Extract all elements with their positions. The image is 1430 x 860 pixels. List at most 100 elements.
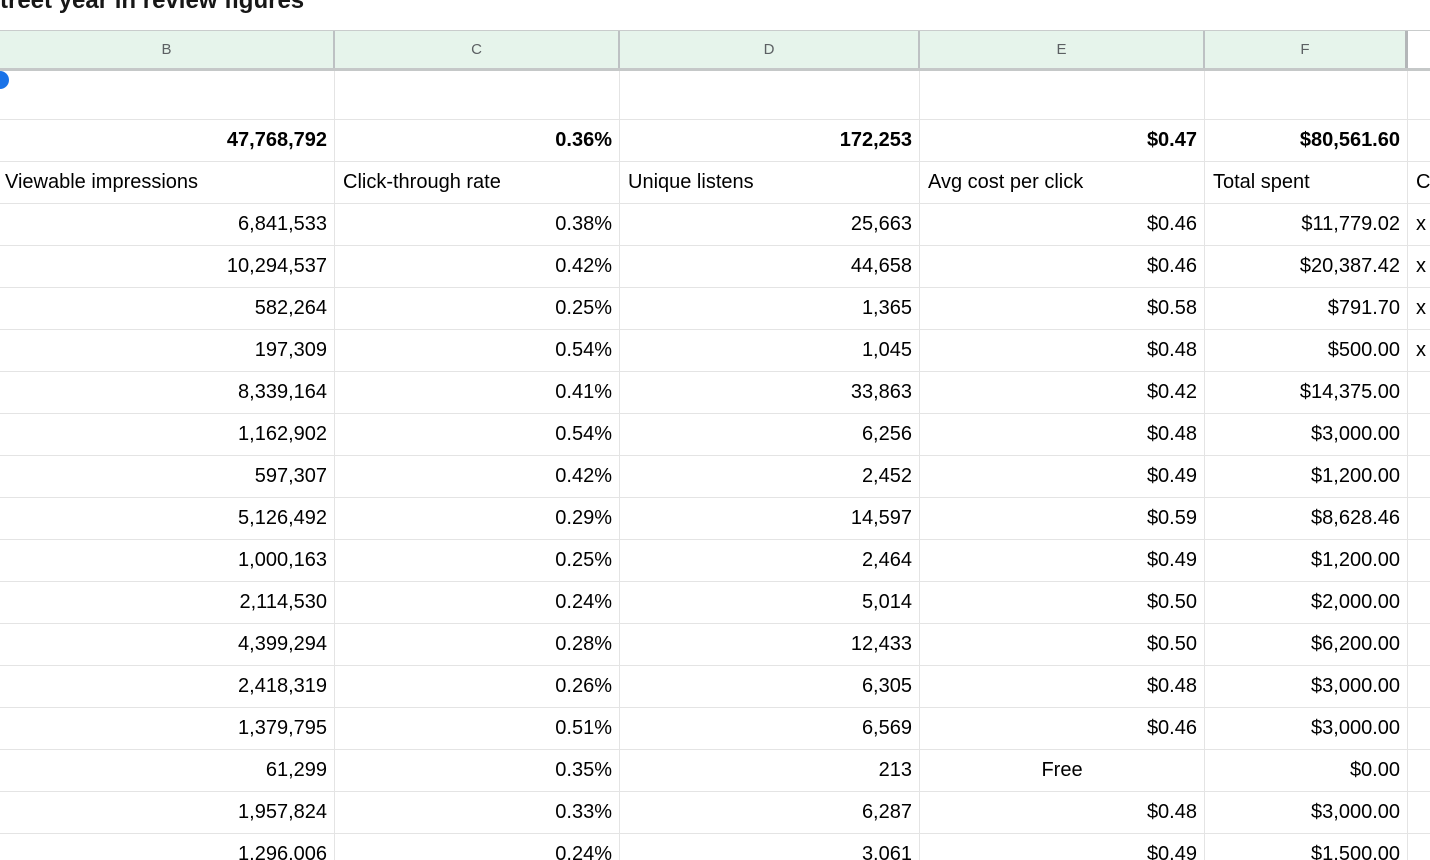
cell[interactable]: x <box>1408 246 1430 288</box>
cell[interactable]: $0.00 <box>1205 750 1408 792</box>
cell[interactable]: $1,500.00 <box>1205 834 1408 860</box>
title-cell-row[interactable]: treet year in review figures <box>0 0 1430 30</box>
cell[interactable]: $6,200.00 <box>1205 624 1408 666</box>
cell-total-cpc[interactable]: $0.47 <box>920 120 1205 162</box>
cell[interactable]: 14,597 <box>620 498 920 540</box>
cell[interactable]: 0.24% <box>335 834 620 860</box>
column-header-E[interactable]: E <box>920 31 1205 68</box>
cell-label-viewable-impressions[interactable]: Viewable impressions <box>0 162 335 204</box>
cell[interactable]: 0.24% <box>335 582 620 624</box>
cell[interactable]: 1,379,795 <box>0 708 335 750</box>
cell[interactable] <box>1408 498 1430 540</box>
cell[interactable]: 0.25% <box>335 288 620 330</box>
cell[interactable] <box>1408 708 1430 750</box>
cell[interactable] <box>1408 582 1430 624</box>
cell[interactable] <box>1408 414 1430 456</box>
cell[interactable]: $0.46 <box>920 708 1205 750</box>
cell[interactable] <box>1408 750 1430 792</box>
cell[interactable]: $0.46 <box>920 204 1205 246</box>
cell[interactable] <box>1408 666 1430 708</box>
cell[interactable]: $3,000.00 <box>1205 414 1408 456</box>
cell[interactable] <box>1408 540 1430 582</box>
cell[interactable]: 6,256 <box>620 414 920 456</box>
cell[interactable]: 197,309 <box>0 330 335 372</box>
cell[interactable]: $2,000.00 <box>1205 582 1408 624</box>
cell[interactable]: 1,296,006 <box>0 834 335 860</box>
cell[interactable]: $0.46 <box>920 246 1205 288</box>
cell-label-unique-listens[interactable]: Unique listens <box>620 162 920 204</box>
cell[interactable]: 2,418,319 <box>0 666 335 708</box>
cell[interactable]: 4,399,294 <box>0 624 335 666</box>
cell[interactable]: $20,387.42 <box>1205 246 1408 288</box>
cell[interactable]: x <box>1408 330 1430 372</box>
cell[interactable]: $0.49 <box>920 540 1205 582</box>
cell[interactable]: 0.38% <box>335 204 620 246</box>
cell[interactable] <box>0 71 335 120</box>
cell[interactable]: 1,365 <box>620 288 920 330</box>
cell[interactable]: 6,287 <box>620 792 920 834</box>
cell[interactable]: 0.29% <box>335 498 620 540</box>
cell[interactable]: $0.50 <box>920 582 1205 624</box>
cell[interactable]: 1,000,163 <box>0 540 335 582</box>
cell[interactable]: $0.58 <box>920 288 1205 330</box>
cell[interactable]: 61,299 <box>0 750 335 792</box>
cell[interactable]: 6,569 <box>620 708 920 750</box>
cell[interactable]: 1,045 <box>620 330 920 372</box>
cell[interactable] <box>620 71 920 120</box>
cell[interactable] <box>1408 71 1430 120</box>
cell[interactable]: 0.54% <box>335 330 620 372</box>
cell[interactable]: 597,307 <box>0 456 335 498</box>
cell[interactable]: 8,339,164 <box>0 372 335 414</box>
column-header-D[interactable]: D <box>620 31 920 68</box>
cell[interactable]: $0.48 <box>920 414 1205 456</box>
cell[interactable] <box>335 71 620 120</box>
cell[interactable]: 2,464 <box>620 540 920 582</box>
cell-total-impressions[interactable]: 47,768,792 <box>0 120 335 162</box>
cell[interactable]: 12,433 <box>620 624 920 666</box>
cell[interactable]: $0.48 <box>920 792 1205 834</box>
cell[interactable] <box>1408 624 1430 666</box>
cell[interactable] <box>1408 372 1430 414</box>
cell[interactable]: 6,305 <box>620 666 920 708</box>
cell[interactable]: $8,628.46 <box>1205 498 1408 540</box>
column-header-G[interactable] <box>1408 31 1430 68</box>
cell[interactable]: $11,779.02 <box>1205 204 1408 246</box>
cell-free[interactable]: Free <box>920 750 1205 792</box>
column-header-B[interactable]: B <box>0 31 335 68</box>
cell[interactable]: $0.48 <box>920 666 1205 708</box>
cell[interactable]: 0.28% <box>335 624 620 666</box>
cell[interactable] <box>1205 71 1408 120</box>
cell[interactable]: $3,000.00 <box>1205 792 1408 834</box>
cell[interactable]: 5,126,492 <box>0 498 335 540</box>
cell[interactable]: 10,294,537 <box>0 246 335 288</box>
cell[interactable]: 0.41% <box>335 372 620 414</box>
cell[interactable] <box>1408 792 1430 834</box>
cell[interactable]: $3,000.00 <box>1205 666 1408 708</box>
cell[interactable]: 33,863 <box>620 372 920 414</box>
column-header-F[interactable]: F <box>1205 31 1408 68</box>
cell[interactable]: $500.00 <box>1205 330 1408 372</box>
cell[interactable]: 0.42% <box>335 246 620 288</box>
cell[interactable]: 0.25% <box>335 540 620 582</box>
cell[interactable]: 582,264 <box>0 288 335 330</box>
cell[interactable]: 0.42% <box>335 456 620 498</box>
cell[interactable]: x <box>1408 204 1430 246</box>
cell-label-click-through-rate[interactable]: Click-through rate <box>335 162 620 204</box>
cell-total-spent[interactable]: $80,561.60 <box>1205 120 1408 162</box>
cell[interactable]: 1,957,824 <box>0 792 335 834</box>
cell[interactable]: 0.51% <box>335 708 620 750</box>
cell[interactable]: $0.50 <box>920 624 1205 666</box>
cell[interactable]: 25,663 <box>620 204 920 246</box>
cell[interactable]: $1,200.00 <box>1205 540 1408 582</box>
cell[interactable]: 2,452 <box>620 456 920 498</box>
cell-total-ctr[interactable]: 0.36% <box>335 120 620 162</box>
cell[interactable]: 6,841,533 <box>0 204 335 246</box>
cell[interactable]: 1,162,902 <box>0 414 335 456</box>
cell[interactable]: $0.42 <box>920 372 1205 414</box>
cell[interactable]: 3,061 <box>620 834 920 860</box>
cell[interactable]: $791.70 <box>1205 288 1408 330</box>
cell[interactable]: 0.54% <box>335 414 620 456</box>
cell[interactable]: $14,375.00 <box>1205 372 1408 414</box>
cell[interactable]: 0.26% <box>335 666 620 708</box>
cell-label-total-spent[interactable]: Total spent <box>1205 162 1408 204</box>
